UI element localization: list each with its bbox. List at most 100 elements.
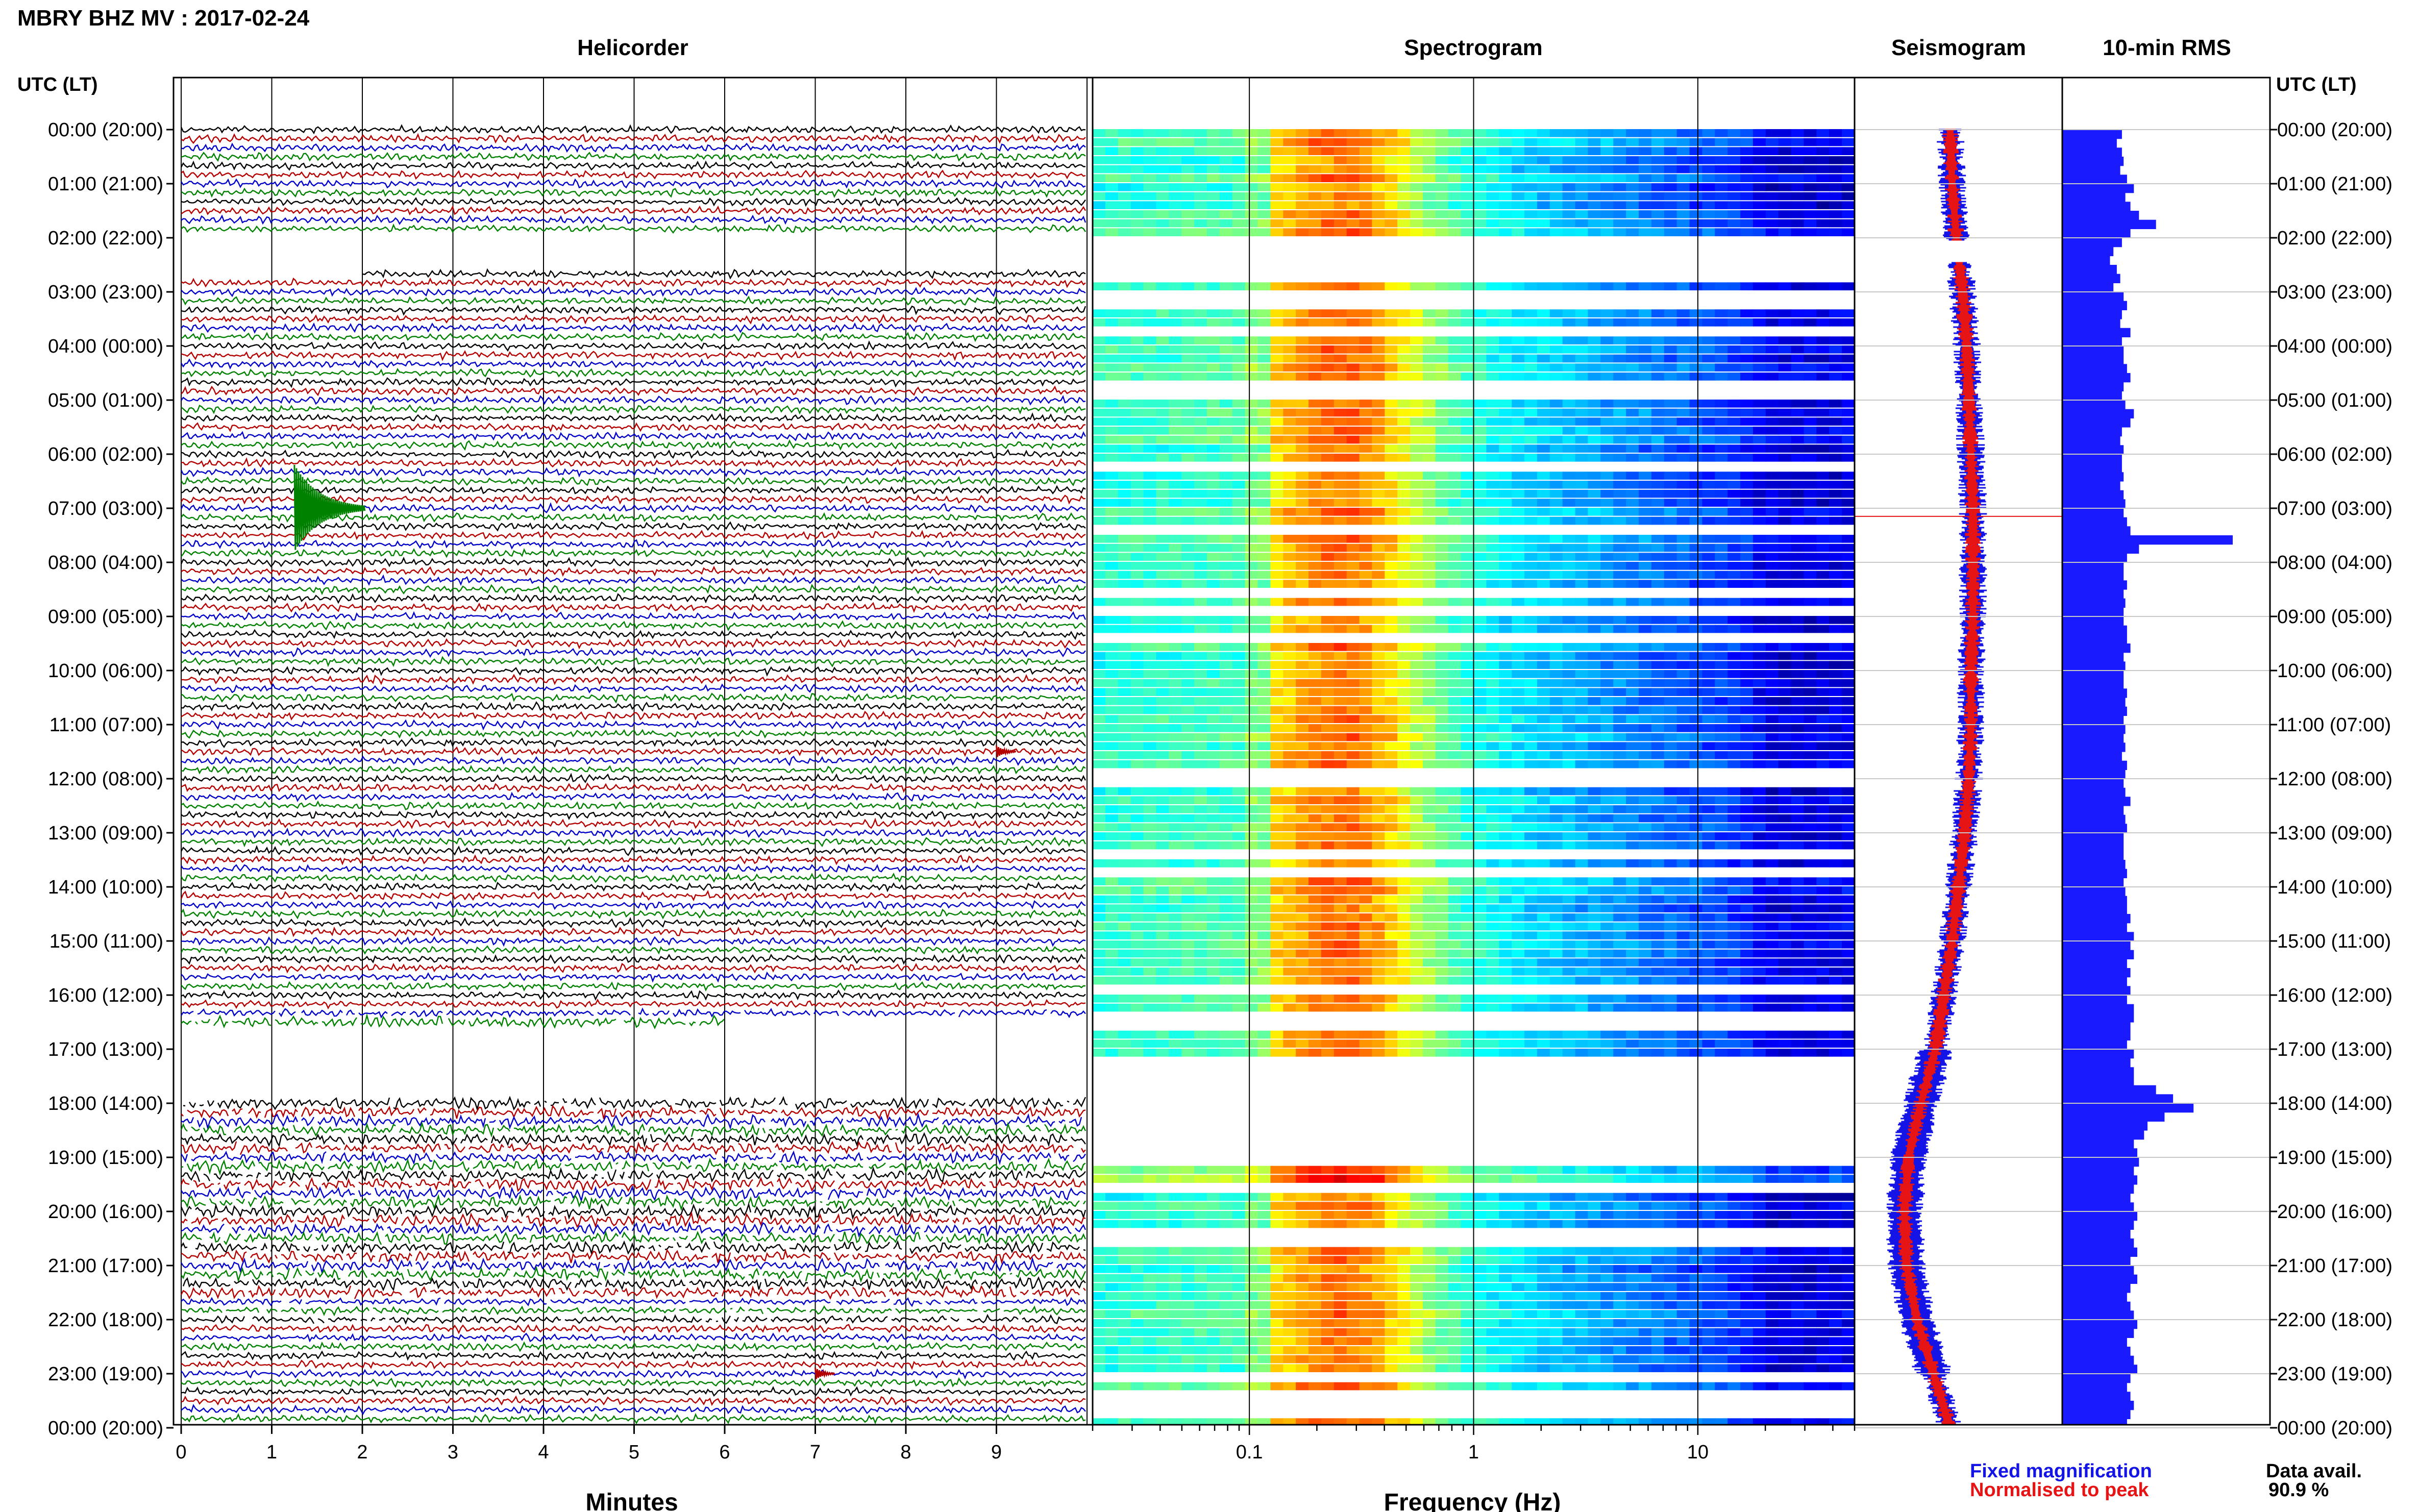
- spectrogram-cell: [1651, 715, 1665, 723]
- spectrogram-cell: [1512, 931, 1525, 939]
- spectrogram-cell: [1791, 147, 1805, 155]
- spectrogram-cell: [1461, 616, 1474, 624]
- spectrogram-cell: [1359, 435, 1373, 444]
- spectrogram-cell: [1575, 1166, 1589, 1174]
- spectrogram-cell: [1283, 859, 1296, 867]
- spectrogram-cell: [1257, 444, 1271, 453]
- spectrogram-cell: [1588, 976, 1601, 985]
- spectrogram-cell: [1461, 535, 1474, 543]
- spectrogram-cell: [1181, 787, 1195, 796]
- spectrogram-cell: [1549, 282, 1563, 290]
- spectrogram-cell: [1334, 444, 1347, 453]
- spectrogram-cell: [1232, 886, 1246, 895]
- spectrogram-cell: [1309, 724, 1322, 732]
- spectrogram-cell: [1219, 968, 1233, 976]
- spectrogram-cell: [1512, 562, 1525, 570]
- spectrogram-cell: [1206, 183, 1220, 191]
- spectrogram-cell: [1524, 499, 1538, 507]
- spectrogram-cell: [1093, 1039, 1106, 1048]
- spectrogram-cell: [1206, 832, 1220, 840]
- spectrogram-cell: [1257, 481, 1271, 489]
- spectrogram-cell: [1410, 228, 1423, 236]
- spectrogram-cell: [1093, 670, 1106, 678]
- spectrogram-cell: [1829, 598, 1842, 606]
- spectrogram-cell: [1486, 174, 1500, 182]
- spectrogram-cell: [1829, 913, 1842, 922]
- spectrogram-cell: [1169, 1049, 1182, 1057]
- spectrogram-cell: [1651, 309, 1665, 317]
- spectrogram-cell: [1537, 138, 1550, 146]
- spectrogram-cell: [1118, 508, 1131, 516]
- spectrogram-cell: [1689, 228, 1703, 236]
- spectrogram-cell: [1321, 616, 1335, 624]
- spectrogram-cell: [1219, 1175, 1233, 1183]
- spectrogram-cell: [1537, 535, 1550, 543]
- spectrogram-cell: [1270, 400, 1284, 408]
- spectrogram-cell: [1423, 724, 1436, 732]
- spectrogram-cell: [1169, 968, 1182, 976]
- spectrogram-cell: [1473, 1049, 1487, 1057]
- spectrogram-cell: [1181, 922, 1195, 931]
- spectrogram-cell: [1639, 976, 1652, 985]
- spectrogram-cell: [1752, 553, 1766, 561]
- spectrogram-cell: [1143, 373, 1157, 381]
- spectrogram-cell: [1232, 904, 1246, 912]
- spectrogram-cell: [1499, 625, 1512, 633]
- spectrogram-cell: [1309, 174, 1322, 182]
- spectrogram-cell: [1309, 309, 1322, 317]
- spectrogram-cell: [1702, 354, 1716, 363]
- spectrogram-cell: [1639, 760, 1652, 769]
- spectrogram-cell: [1130, 995, 1144, 1003]
- spectrogram-cell: [1512, 652, 1525, 660]
- spectrogram-cell: [1232, 400, 1246, 408]
- spectrogram-cell: [1206, 472, 1220, 480]
- spectrogram-cell: [1169, 832, 1182, 840]
- spectrogram-cell: [1702, 940, 1716, 949]
- spectrogram-cell: [1486, 679, 1500, 687]
- spectrogram-cell: [1410, 598, 1423, 606]
- spectrogram-cell: [1309, 949, 1322, 958]
- spectrogram-cell: [1575, 940, 1589, 949]
- spectrogram-cell: [1575, 183, 1589, 191]
- spectrogram-cell: [1588, 1003, 1601, 1012]
- spectrogram-cell: [1778, 670, 1792, 678]
- spectrogram-cell: [1626, 913, 1639, 922]
- spectrogram-cell: [1740, 454, 1754, 462]
- spectrogram-cell: [1715, 562, 1728, 570]
- spectrogram-cell: [1486, 724, 1500, 732]
- spectrogram-cell: [1296, 643, 1309, 651]
- spectrogram-cell: [1639, 309, 1652, 317]
- spectrogram-cell: [1105, 543, 1119, 552]
- spectrogram-cell: [1778, 336, 1792, 344]
- spectrogram-cell: [1816, 1175, 1830, 1183]
- spectrogram-cell: [1283, 760, 1296, 769]
- spectrogram-cell: [1461, 922, 1474, 931]
- spectrogram-cell: [1549, 1175, 1563, 1183]
- spectrogram-cell: [1346, 931, 1360, 939]
- spectrogram-cell: [1613, 454, 1626, 462]
- spectrogram-cell: [1486, 742, 1500, 750]
- spectrogram-cell: [1549, 508, 1563, 516]
- spectrogram-cell: [1626, 814, 1639, 823]
- spectrogram-cell: [1486, 1166, 1500, 1174]
- spectrogram-cell: [1778, 724, 1792, 732]
- spectrogram-cell: [1143, 931, 1157, 939]
- spectrogram-cell: [1702, 129, 1716, 137]
- spectrogram-cell: [1537, 715, 1550, 723]
- spectrogram-cell: [1118, 516, 1131, 525]
- spectrogram-cell: [1257, 796, 1271, 804]
- spectrogram-cell: [1257, 760, 1271, 769]
- spectrogram-cell: [1423, 318, 1436, 327]
- spectrogram-cell: [1156, 580, 1170, 588]
- spectrogram-cell: [1423, 841, 1436, 850]
- spectrogram-cell: [1410, 760, 1423, 769]
- spectrogram-cell: [1105, 652, 1119, 660]
- spectrogram-cell: [1448, 823, 1462, 831]
- spectrogram-cell: [1715, 580, 1728, 588]
- spectrogram-cell: [1549, 336, 1563, 344]
- spectrogram-cell: [1715, 805, 1728, 813]
- spectrogram-cell: [1194, 823, 1207, 831]
- spectrogram-cell: [1549, 886, 1563, 895]
- spectrogram-cell: [1359, 472, 1373, 480]
- spectrogram-cell: [1118, 904, 1131, 912]
